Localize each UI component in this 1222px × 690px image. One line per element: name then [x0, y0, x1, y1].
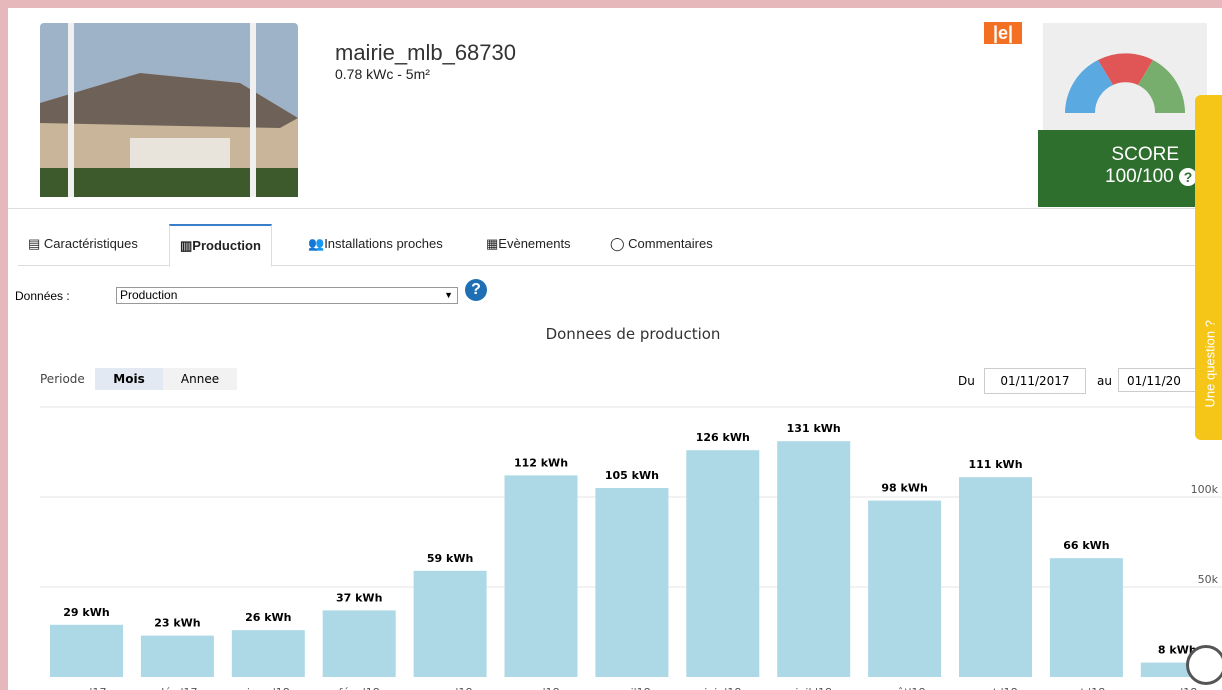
value-label: 131 kWh	[787, 422, 841, 435]
bar	[1049, 558, 1123, 677]
bar	[140, 635, 214, 677]
title: mairie_mlb_68730	[335, 40, 516, 65]
side-tab-label: Une question ?	[1202, 320, 1218, 408]
x-tick-label: avr.'18	[522, 686, 559, 690]
bar	[413, 570, 487, 677]
value-label: 98 kWh	[881, 482, 927, 495]
value-label: 105 kWh	[605, 469, 659, 482]
value-label: 29 kWh	[63, 606, 109, 619]
bar	[50, 624, 123, 677]
x-tick-label: déc.'17	[157, 686, 197, 690]
bar	[868, 500, 942, 677]
to-label: au	[1097, 374, 1112, 388]
bar	[504, 475, 578, 677]
tab-label: Caractéristiques	[43, 236, 138, 251]
x-tick-label: févr.'18	[339, 686, 380, 690]
side-tab[interactable]: Une question ?	[1195, 95, 1222, 440]
subtitle: 0.78 kWc - 5m²	[335, 66, 430, 82]
tab-label: Production	[192, 238, 261, 253]
chat-button[interactable]	[1186, 645, 1222, 685]
score: 100/100	[1105, 166, 1174, 187]
bar	[777, 441, 851, 677]
value-label: 8 kWh	[1158, 644, 1197, 657]
score-box: SCORE 100/100 ?	[1038, 130, 1207, 207]
tab-label: Installations proches	[324, 236, 443, 251]
value-label: 23 kWh	[154, 617, 200, 630]
x-tick-label: oct.'18	[1068, 686, 1106, 690]
x-tick-label: janv.'18	[246, 686, 290, 690]
bar	[595, 488, 669, 677]
bar	[686, 450, 760, 677]
score-label: SCORE	[1111, 144, 1179, 165]
x-tick-label: nov.'17	[67, 686, 107, 690]
tabs-line	[18, 265, 1222, 266]
value-label: 126 kWh	[696, 431, 750, 444]
value-label: 112 kWh	[514, 456, 568, 469]
value-label: 26 kWh	[245, 611, 291, 624]
help-icon[interactable]: ?	[465, 279, 487, 301]
tab-label: Evènements	[498, 236, 571, 251]
value-label: 37 kWh	[336, 591, 382, 604]
x-tick-label: mai'18	[613, 686, 651, 690]
bar	[959, 477, 1032, 677]
value-label: 59 kWh	[427, 552, 473, 565]
tab-label: Commentaires	[628, 236, 713, 251]
period-option-active[interactable]: Mois	[95, 368, 163, 390]
data-select[interactable]: Production ▼	[116, 287, 458, 304]
x-tick-label: sept.'18	[973, 686, 1017, 690]
from-input[interactable]: 01/11/2017	[984, 368, 1086, 394]
x-tick-label: nov.'18	[1157, 686, 1197, 690]
y-tick-label: 50k	[1198, 573, 1219, 586]
x-tick-label: mars'18	[428, 686, 473, 690]
period-option[interactable]: Annee	[163, 368, 237, 390]
tab[interactable]: ▦Evènements	[486, 236, 571, 251]
x-tick-label: août'18	[884, 686, 926, 690]
gauge	[1043, 23, 1207, 130]
bar	[322, 610, 396, 677]
tab[interactable]: ◯ Commentaires	[610, 236, 713, 251]
y-tick-label: 100k	[1191, 483, 1219, 496]
value-label: 66 kWh	[1063, 539, 1109, 552]
period-label: Periode	[40, 372, 85, 386]
tab[interactable]: ▤ Caractéristiques	[28, 236, 138, 251]
bar	[231, 630, 305, 677]
chart-title: Donnees de production	[546, 325, 721, 343]
tab[interactable]: 👥Installations proches	[308, 236, 443, 251]
logo: |e|	[984, 22, 1022, 44]
tab-active[interactable]: ▥Production	[169, 224, 272, 267]
x-tick-label: juin'18	[703, 686, 741, 690]
value-label: 111 kWh	[968, 458, 1022, 471]
x-tick-label: juil.'18	[794, 686, 832, 690]
divider	[8, 208, 1222, 209]
data-label: Données :	[15, 289, 70, 303]
select-value: Production	[120, 288, 178, 302]
from-label: Du	[958, 374, 975, 388]
photo	[40, 23, 298, 197]
